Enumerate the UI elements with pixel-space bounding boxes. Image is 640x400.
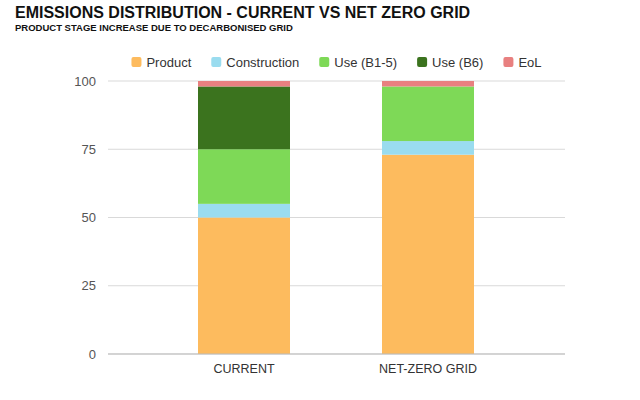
bar-segment [198,81,290,86]
tick-label: 0 [89,347,96,362]
legend-label: Construction [226,55,299,70]
tick-label: 100 [74,74,96,89]
legend-item: Product [131,55,191,70]
tick-label: 50 [82,210,96,225]
grid-line [108,149,565,150]
bar-segment [382,86,474,141]
grid-line [108,354,565,355]
bar-segment [382,141,474,155]
bar-segment [198,204,290,218]
legend-item: EoL [503,55,541,70]
legend-swatch [503,57,513,67]
legend-swatch [319,57,329,67]
bar-segment [198,218,290,355]
legend: Product Construction Use (B1-5) Use (B6) EoL [131,55,541,70]
grid-line [108,81,565,82]
bar-segment [382,81,474,86]
grid [108,81,565,354]
grid-line [108,217,565,218]
legend-label: Use (B6) [432,55,483,70]
chart: EMISSIONS DISTRIBUTION - CURRENT VS NET … [0,0,640,400]
bars [198,81,474,354]
grid-line [108,285,565,286]
bar-segment [198,86,290,149]
chart-container: EMISSIONS DISTRIBUTION - CURRENT VS NET … [0,0,640,400]
legend-label: Use (B1-5) [334,55,397,70]
axis-line [108,354,565,355]
legend-swatch [211,57,221,67]
subtitle: PRODUCT STAGE INCREASE DUE TO DECARBONIS… [15,22,293,33]
legend-label: Product [146,55,191,70]
legend-item: Use (B6) [417,55,483,70]
legend-swatch [131,57,141,67]
legend-item: Construction [211,55,299,70]
legend-item: Use (B1-5) [319,55,397,70]
category-label: CURRENT [213,362,274,376]
legend-swatch [417,57,427,67]
category-label: NET-ZERO GRID [379,362,477,376]
tick-label: 25 [82,278,96,293]
legend-label: EoL [518,55,541,70]
bar-segment [198,149,290,204]
title: EMISSIONS DISTRIBUTION - CURRENT VS NET … [15,4,470,21]
tick-label: 75 [82,142,96,157]
bar-segment [382,155,474,354]
